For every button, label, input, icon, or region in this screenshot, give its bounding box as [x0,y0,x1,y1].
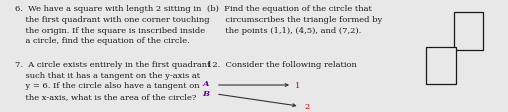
Text: 2: 2 [305,102,310,110]
Text: B: B [202,89,209,97]
Bar [454,13,484,50]
Text: 7.  A circle exists entirely in the first quadrant
    such that it has a tangen: 7. A circle exists entirely in the first… [15,60,210,100]
Bar [426,47,456,85]
Text: 12.  Consider the following relation: 12. Consider the following relation [207,60,357,68]
Text: 1: 1 [295,81,300,89]
Text: (b)  Find the equation of the circle that
       circumscribes the triangle form: (b) Find the equation of the circle that… [207,5,383,34]
Text: A: A [203,79,209,87]
Text: 6.  We have a square with length 2 sitting in
    the first quadrant with one co: 6. We have a square with length 2 sittin… [15,5,209,45]
